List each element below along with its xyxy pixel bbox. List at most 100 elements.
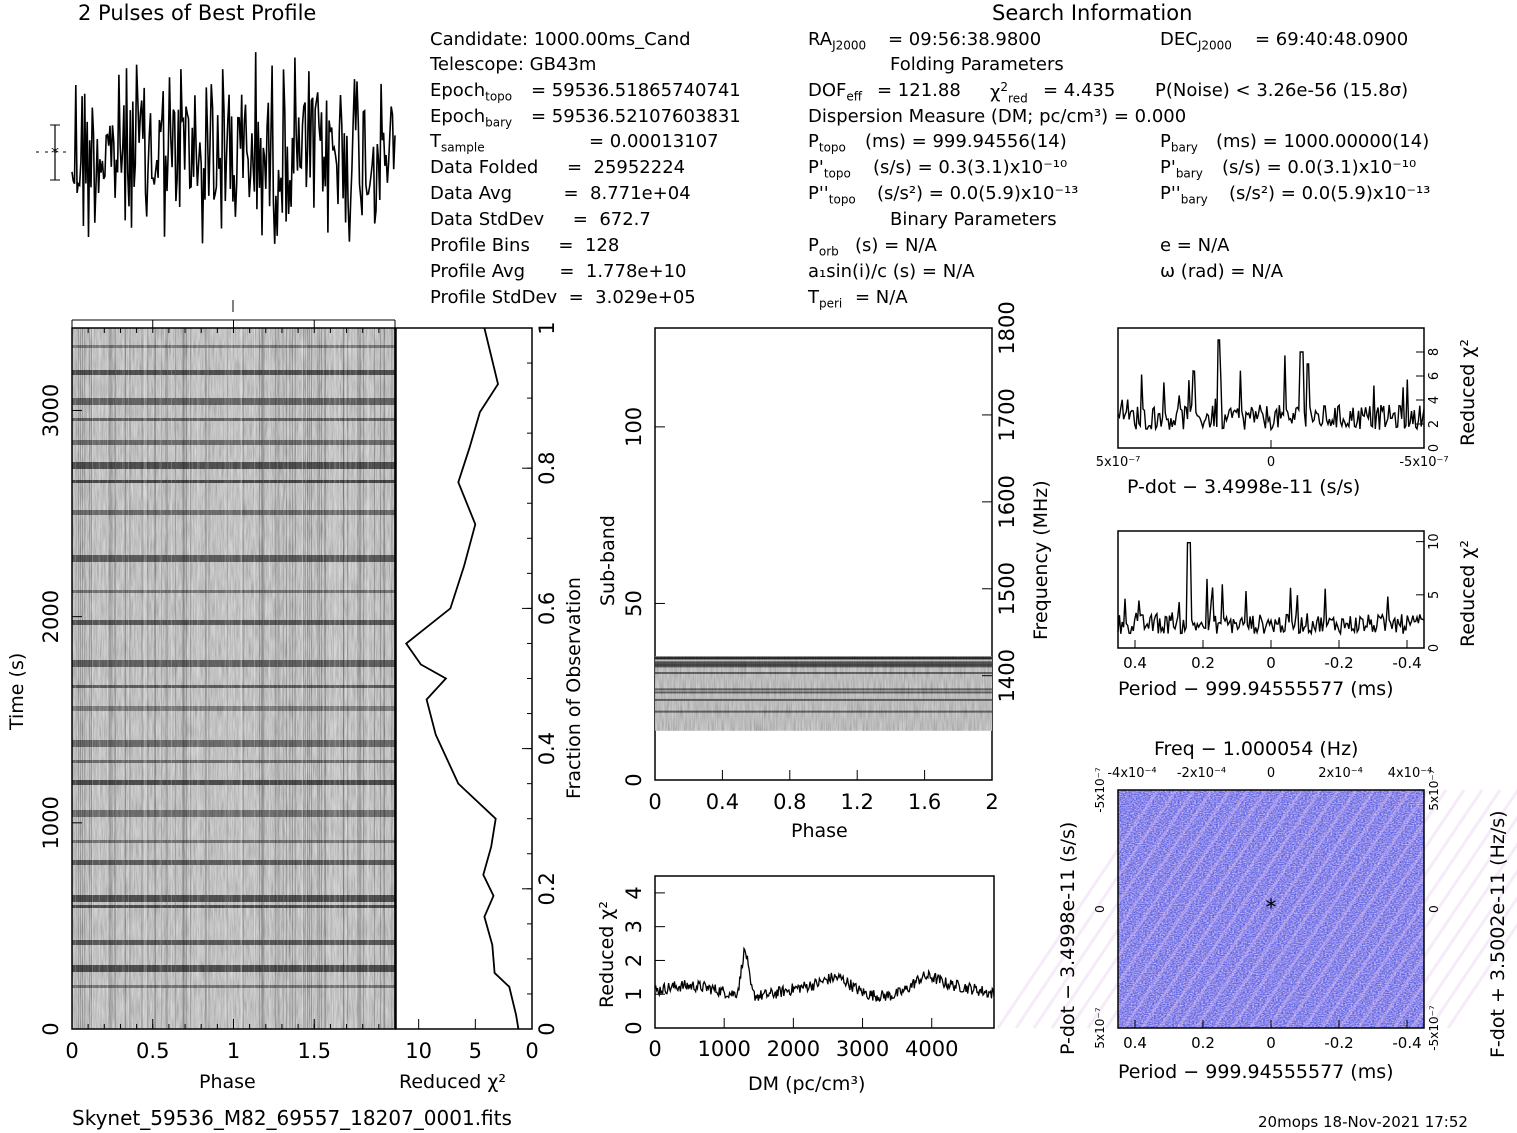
time-band — [72, 685, 395, 688]
map-stripe — [1050, 789, 1214, 1029]
a1sini-line: a₁sin(i)/c (s) = N/A — [808, 261, 975, 282]
subband-row — [655, 688, 992, 691]
map-stripe — [1374, 815, 1517, 1029]
pdot-tick-label: 0 — [1267, 455, 1275, 470]
pdot-tick-label: 0 — [1093, 905, 1107, 913]
phase-tick-label: 0.4 — [706, 790, 739, 814]
freq-tick-label: 0 — [1267, 766, 1275, 781]
ecc-line: e = N/A — [1160, 235, 1230, 256]
map-stripe — [1338, 789, 1502, 1029]
time-band — [72, 810, 395, 817]
p-topo-label: Ptopo — [808, 131, 846, 155]
pd-bary-label: P'bary — [1160, 157, 1203, 181]
dof-value: = 121.88 — [877, 80, 961, 101]
profile-stddev-line: Profile StdDev = 3.029e+05 — [430, 287, 696, 308]
subband-tick-label: 50 — [622, 590, 646, 617]
map-stripe — [1266, 789, 1430, 1029]
map-stripe — [1248, 789, 1412, 1029]
map-stripe — [1158, 789, 1322, 1029]
period-tick-label: -0.4 — [1392, 1034, 1421, 1052]
map-stripe — [1212, 789, 1376, 1029]
epoch-bary-value: = 59536.52107603831 — [531, 106, 741, 127]
map-stripe — [1446, 922, 1517, 1029]
pdd-bary-label: P''bary — [1160, 183, 1208, 207]
telescope-line: Telescope: GB43m — [430, 54, 597, 75]
time-axis-label: Time (s) — [6, 652, 28, 730]
time-band — [72, 398, 395, 405]
pdot-chi2-tick-label: 6 — [1427, 372, 1442, 380]
time-band — [72, 740, 395, 747]
fraction-tick-label: 0.2 — [535, 872, 559, 905]
dm-tick-label: 0 — [648, 1037, 661, 1061]
porb-label: Porb — [808, 235, 839, 259]
freq-tick-label: 1600 — [995, 475, 1019, 528]
freq-tick-label: 4x10⁻⁴ — [1388, 766, 1433, 781]
pdot-tick-label: 5x10⁻⁷ — [1093, 1007, 1107, 1048]
time-band — [72, 510, 395, 515]
phase-tick-label: 0.8 — [773, 790, 806, 814]
candidate-line: Candidate: 1000.00ms_Cand — [430, 29, 691, 50]
phase-axis-label-2: Phase — [791, 820, 848, 842]
period-chi2-tick-label: 5 — [1427, 591, 1442, 599]
time-band — [72, 418, 395, 421]
freq-tick-label: -4x10⁻⁴ — [1107, 766, 1156, 781]
pd-topo-label: P'topo — [808, 157, 851, 181]
pd-topo-value: (s/s) = 0.3(3.1)x10⁻¹⁰ — [873, 157, 1068, 178]
time-tick-label: 1000 — [39, 796, 63, 849]
subband-row — [655, 661, 992, 664]
period-tick-label: 0.4 — [1123, 1034, 1147, 1052]
pdot-chi2-plot: 5x10⁻⁷ 0 -5x10⁻⁷ 0 2 4 6 8 — [1096, 327, 1449, 470]
pdd-topo-value: (s/s²) = 0.0(5.9)x10⁻¹³ — [877, 183, 1079, 204]
fdot-axis-label: F-dot + 3.5002e-11 (Hz/s) — [1487, 810, 1509, 1058]
map-stripe — [1428, 895, 1517, 1029]
period-tick-label: 0.4 — [1123, 654, 1147, 672]
time-band — [72, 620, 395, 625]
pdot-tick-label: -5x10⁻⁷ — [1093, 767, 1107, 813]
time-phase-plot: 0 0.5 1 1.5 0 1000 2000 3000 — [39, 300, 396, 1063]
freq-axis-label: Freq − 1.000054 (Hz) — [1154, 738, 1359, 760]
phase-tick-label: 2 — [985, 790, 998, 814]
dec-label: DECJ2000 — [1160, 29, 1232, 53]
time-band — [72, 895, 395, 902]
time-band — [72, 345, 395, 348]
epoch-topo-value: = 59536.51865740741 — [531, 80, 741, 101]
fraction-tick-label: 1 — [535, 321, 559, 334]
profile-plot: * — [36, 52, 396, 244]
period-tick-label: -0.2 — [1324, 1034, 1353, 1052]
pnoise-line: P(Noise) < 3.26e-56 (15.8σ) — [1155, 80, 1409, 101]
time-band — [72, 555, 395, 562]
pdot-tick-label: 5x10⁻⁷ — [1096, 455, 1141, 470]
dm-tick-label: 3000 — [836, 1037, 889, 1061]
time-band — [72, 462, 395, 469]
subband-row — [655, 710, 992, 713]
map-stripe — [1302, 789, 1466, 1029]
subband-row — [655, 662, 992, 665]
dm-tick-label: 2000 — [767, 1037, 820, 1061]
period-axis-label-1: Period − 999.94555577 (ms) — [1118, 678, 1394, 700]
period-tick-label: 0 — [1266, 654, 1276, 672]
map-stripe — [1320, 789, 1484, 1029]
subband-row — [655, 664, 992, 667]
dm-axis-label: DM (pc/cm³) — [748, 1073, 866, 1095]
freq-tick-label: 1800 — [995, 301, 1019, 354]
period-chi2-tick-label: 0 — [1427, 644, 1442, 652]
time-band — [72, 660, 395, 667]
time-band — [72, 760, 395, 763]
data-stddev-line: Data StdDev = 672.7 — [430, 209, 651, 230]
map-stripe — [1410, 869, 1517, 1029]
pdd-topo-label: P''topo — [808, 183, 856, 207]
pdot-axis-label-2: P-dot − 3.4998e-11 (s/s) — [1057, 821, 1079, 1055]
fdot-tick-label: 5x10⁻⁷ — [1427, 769, 1441, 810]
greyscale-noise — [72, 328, 395, 1029]
phase-tick-label: 1.6 — [908, 790, 941, 814]
phase-tick-label: 1.5 — [298, 1039, 331, 1063]
map-stripe — [1284, 789, 1448, 1029]
frequency-axis-label: Frequency (MHz) — [1030, 480, 1052, 640]
freq-tick-label: -2x10⁻⁴ — [1177, 766, 1226, 781]
dm-frame — [654, 875, 995, 1029]
fdot-tick-label: -5x10⁻⁷ — [1427, 1005, 1441, 1051]
map-stripe — [996, 789, 1160, 1029]
porb-value: (s) = N/A — [855, 235, 937, 256]
subband-frame — [654, 327, 993, 781]
